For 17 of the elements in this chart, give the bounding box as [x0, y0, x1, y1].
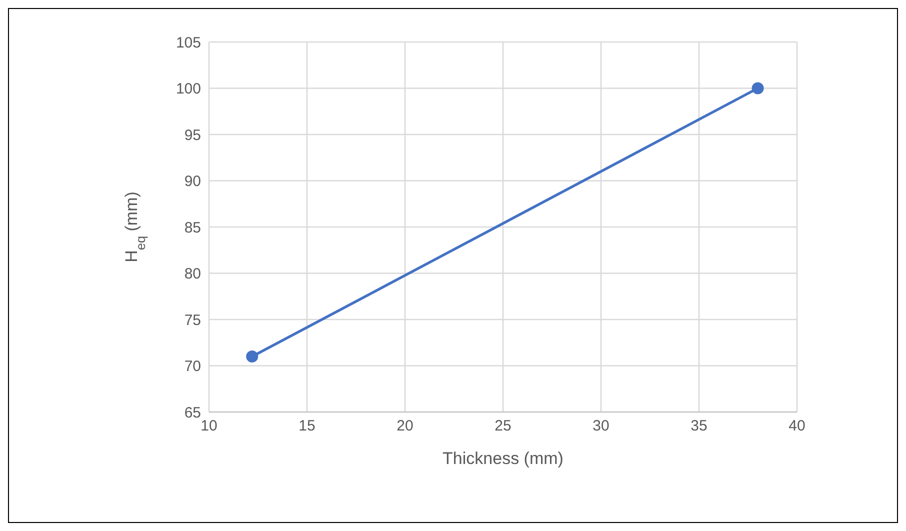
- x-tick-label: 40: [788, 418, 806, 435]
- x-tick-label: 10: [200, 418, 218, 435]
- x-tick-label: 35: [690, 418, 708, 435]
- y-tick-label: 75: [184, 312, 201, 329]
- y-tick-label: 70: [184, 358, 201, 376]
- y-tick-label: 95: [184, 126, 201, 144]
- x-tick-label: 15: [298, 418, 316, 435]
- y-tick-label: 65: [184, 404, 201, 422]
- y-tick-label: 105: [176, 34, 201, 52]
- y-tick-label: 90: [184, 173, 201, 190]
- x-axis-title: Thickness (mm): [442, 449, 564, 468]
- x-tick-label: 30: [592, 418, 610, 435]
- y-tick-label: 85: [184, 219, 201, 236]
- y-tick-label: 100: [176, 80, 201, 98]
- x-tick-label: 20: [396, 418, 414, 435]
- x-tick-label: 25: [494, 418, 512, 435]
- y-tick-label: 80: [184, 266, 201, 283]
